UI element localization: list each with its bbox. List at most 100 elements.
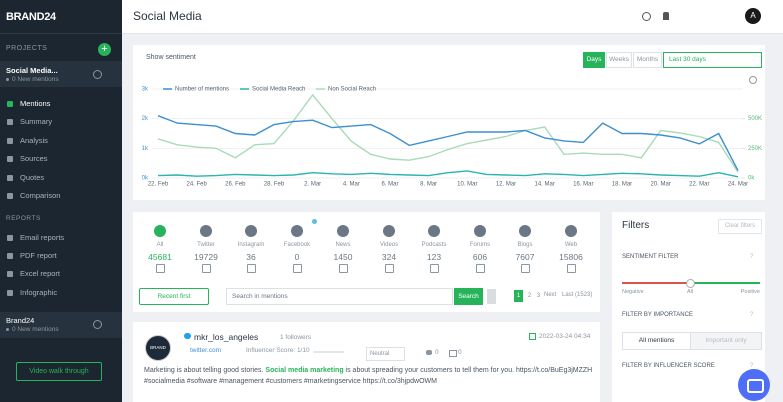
legend-label: Non Social Reach [328,87,376,93]
x-tick-label: 6. Mar [381,182,398,188]
x-tick-label: 4. Mar [343,182,360,188]
source-icon[interactable] [291,225,303,237]
filter-label: FILTER BY IMPORTANCE [622,312,693,318]
status-dot [6,328,9,331]
x-tick-label: 14. Mar [534,182,554,188]
mention-followers: 1 followers [280,334,312,341]
slider-negative [622,282,690,284]
likes[interactable]: 0 [435,349,439,356]
page-next[interactable]: Next [544,292,557,298]
source-icon[interactable] [245,225,257,237]
slider-positive [690,282,760,284]
source-checkbox[interactable] [521,264,530,273]
source-count: 36 [246,252,256,262]
chart-menu [749,76,757,84]
slider-label: Positive [740,289,760,295]
source-count: 606 [472,252,488,262]
y-tick-label: 0k [142,176,149,182]
period-button[interactable]: Days [583,52,605,68]
source-icon[interactable] [519,225,531,237]
new-badge [312,219,317,224]
source-count: 19729 [194,252,218,262]
source-icon[interactable] [565,225,577,237]
source-icon[interactable] [200,225,212,237]
source-checkbox[interactable] [247,264,256,273]
notify-icon[interactable] [663,12,669,20]
menu-item[interactable]: Analysis [20,135,48,145]
source-checkbox[interactable] [339,264,348,273]
menu-item[interactable]: Sources [20,154,48,164]
y-tick-label: 1k [142,146,149,152]
source-count: 45681 [148,252,172,262]
y-tick-label: 2k [142,116,149,122]
importance-only[interactable]: Important only [690,332,762,350]
source-label: Videos [379,242,399,248]
text-run: Social media marketing [265,367,344,374]
sentiment-select[interactable]: Neutral [366,347,405,361]
series-line [157,170,739,178]
search-options[interactable] [487,289,496,304]
source-icon[interactable] [474,225,486,237]
x-tick-label: 28. Feb [264,182,285,188]
slider-label: All [686,289,694,295]
page-link[interactable]: 3 [536,293,541,299]
report-item[interactable]: PDF report [20,251,57,261]
source-checkbox[interactable] [385,264,394,273]
report-item[interactable]: Excel report [20,269,61,279]
page-title: Social Media [133,9,202,23]
mention-source[interactable]: twitter.com [190,347,222,354]
help-icon: ? [750,363,754,369]
search-button[interactable]: Search [454,288,483,305]
report-item[interactable]: Email reports [20,233,65,242]
add-project[interactable]: + [98,43,111,56]
legend-label: Social Media Reach [252,87,305,93]
x-tick-label: 22. Feb [148,182,169,188]
x-tick-label: 20. Mar [650,182,670,188]
y-tick-label: 3k [142,87,149,93]
page-last[interactable]: Last (1523) [562,292,593,298]
menu-item[interactable]: Mentions [20,99,51,108]
source-icon[interactable] [383,225,395,237]
menu-icon [7,137,13,144]
menu-item[interactable]: Quotes [20,172,45,182]
slider-knob[interactable] [686,279,695,288]
page-link[interactable]: 2 [527,293,532,299]
source-checkbox[interactable] [156,264,165,273]
source-icon[interactable] [154,225,166,237]
avatar[interactable]: A [745,8,761,24]
menu-item[interactable]: Comparison [20,191,61,200]
source-label: Instagram [237,242,265,248]
clear-filters[interactable]: Clear filters [718,219,762,234]
mention-avatar[interactable]: BRAND [145,335,171,361]
range-select[interactable]: Last 30 days [663,52,762,68]
x-tick-label: 2. Mar [304,182,321,188]
divider [0,33,122,34]
video-button[interactable]: Video walk through [16,362,102,381]
source-checkbox[interactable] [567,264,576,273]
mention-author[interactable]: mkr_los_angeles [194,332,259,342]
source-checkbox[interactable] [476,264,485,273]
search-input[interactable]: Search in mentions [226,288,453,305]
series-line [157,93,739,173]
period-button[interactable]: Weeks [606,52,632,68]
project-name: Brand24 [6,316,35,325]
chat-button[interactable] [738,369,770,401]
sort-select[interactable]: Recent first [139,288,209,305]
period-button[interactable]: Months [633,52,662,68]
source-icon[interactable] [337,225,349,237]
report-item[interactable]: Infographic [20,287,58,297]
source-icon[interactable] [428,225,440,237]
source-checkbox[interactable] [430,264,439,273]
page-link[interactable]: 1 [514,290,523,302]
help-icon[interactable] [642,12,651,21]
source-checkbox[interactable] [202,264,211,273]
sentiment-toggle[interactable]: Show sentiment [146,54,196,61]
menu-item[interactable]: Summary [20,117,53,127]
text-run: is about spreading your customers to tel… [343,367,593,374]
importance-all[interactable]: All mentions [622,332,691,350]
source-label: Twitter [197,242,215,248]
source-checkbox[interactable] [293,264,302,273]
comments[interactable]: 0 [458,349,462,356]
x-tick-label: 24. Feb [186,182,207,188]
source-count: 1450 [333,252,353,262]
